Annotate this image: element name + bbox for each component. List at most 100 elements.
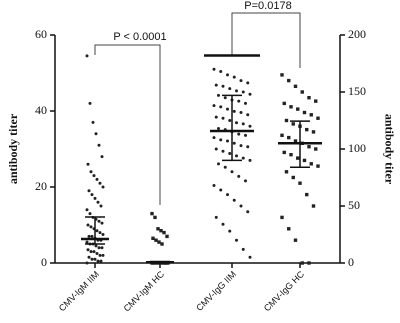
data-point [86,223,90,227]
data-point [248,255,252,259]
data-point [289,105,293,109]
data-point [305,192,309,197]
data-point [314,99,318,103]
data-point [90,234,94,238]
data-point [94,132,98,136]
data-point [221,222,225,226]
data-point [87,189,91,193]
data-point [239,144,243,148]
y-tick-label: 0 [41,255,47,269]
data-point [291,175,295,180]
data-point [214,147,218,151]
data-point [150,211,154,216]
data-point [232,198,236,202]
data-point [287,78,291,83]
data-point [284,170,289,174]
data-point [87,234,91,238]
data-point [212,136,216,140]
data-point [101,233,105,236]
data-point [309,113,313,117]
data-point [101,185,105,189]
data-point [235,154,238,158]
data-point [93,257,97,261]
data-point [85,261,89,265]
x-tick-label: CMV-IgG HC [262,269,307,314]
data-point [282,101,286,106]
annotation: P < 0.0001 [113,31,166,43]
data-point [300,90,304,94]
x-tick-label: CMV-IgM HC [122,269,167,314]
data-point [95,229,99,233]
data-point [219,188,223,192]
data-point [239,111,243,115]
data-point [282,150,286,155]
y-tick-label: 40 [35,103,47,117]
data-point [235,121,238,125]
data-point [296,156,300,160]
data-point [300,261,304,265]
data-point [241,247,245,251]
data-point [100,221,104,225]
data-point [235,238,238,242]
data-point [100,246,104,250]
data-point [219,69,223,73]
data-point [96,200,100,204]
data-point [89,225,93,229]
data-point [232,141,236,145]
data-point [93,196,97,200]
data-point [280,73,284,77]
y2-tick-label: 100 [348,141,366,155]
data-point [287,135,291,140]
y-tick-label: 60 [35,27,47,41]
data-point [95,252,99,255]
data-point [239,79,243,83]
data-point [85,240,89,244]
data-point [98,253,102,257]
annotation: P=0.0178 [244,0,291,12]
data-point [217,126,220,130]
data-point [237,99,241,103]
data-point [228,87,232,91]
data-point [89,170,93,174]
y2-tick-label: 0 [348,255,354,269]
data-point [307,145,311,149]
data-point [228,229,232,233]
data-point [241,156,245,160]
y2-tick-label: 50 [348,198,360,212]
data-point [86,162,90,166]
data-point [221,116,225,120]
data-point [298,181,302,185]
data-point [305,127,309,132]
data-point [159,229,163,233]
data-point [316,164,320,168]
data-point [311,130,316,134]
data-point [219,105,223,109]
data-point [244,101,247,105]
data-point [296,107,300,111]
data-point [97,143,101,147]
data-point [241,90,245,94]
data-point [99,259,103,263]
data-point [226,193,229,197]
data-point [221,149,225,153]
data-point [307,261,311,265]
x-tick-label: CMV-IgG IIM [194,269,238,313]
data-point [307,96,311,100]
data-point [246,81,250,85]
y2-tick-label: 200 [348,27,366,41]
data-point [246,210,250,214]
data-point [154,238,158,242]
data-point [92,250,96,254]
data-point [151,236,155,240]
x-tick-label: CMV-IgM IIM [57,269,101,313]
data-point [214,115,218,119]
data-point [90,257,94,261]
data-point [293,84,298,88]
data-point [85,54,89,58]
data-point [228,152,232,156]
data-point [99,204,103,208]
data-point [217,162,220,166]
data-point [246,145,250,149]
data-point [157,240,161,244]
